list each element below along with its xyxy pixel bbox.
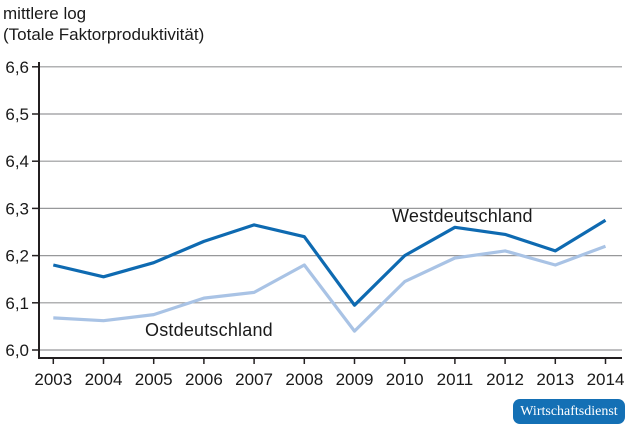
y-tick-label: 6,3	[5, 199, 29, 218]
y-tick-label: 6,0	[5, 341, 29, 360]
chart-title-line2: (Totale Faktorproduktivität)	[3, 25, 205, 44]
x-tick-label: 2008	[285, 370, 323, 389]
x-tick-label: 2003	[34, 370, 72, 389]
x-tick-label: 2004	[85, 370, 123, 389]
y-tick-label: 6,1	[5, 294, 29, 313]
x-tick-label: 2014	[587, 370, 625, 389]
chart-title-line1: mittlere log	[3, 4, 87, 23]
y-tick-label: 6,2	[5, 247, 29, 266]
x-tick-label: 2005	[135, 370, 173, 389]
y-tick-label: 6,5	[5, 105, 29, 124]
y-tick-label: 6,6	[5, 58, 29, 77]
series-label-westdeutschland: Westdeutschland	[392, 206, 533, 226]
x-tick-label: 2012	[486, 370, 524, 389]
x-tick-label: 2006	[185, 370, 223, 389]
wirtschaftsdienst-badge: Wirtschaftsdienst	[513, 399, 625, 424]
chart-title: mittlere log (Totale Faktorproduktivität…	[3, 3, 204, 45]
x-tick-label: 2007	[235, 370, 273, 389]
series-line-westdeutschland	[52, 218, 607, 307]
x-tick-label: 2013	[536, 370, 574, 389]
x-tick-label: 2010	[386, 370, 424, 389]
series-label-ostdeutschland: Ostdeutschland	[145, 320, 273, 340]
x-tick-label: 2009	[336, 370, 374, 389]
x-tick-label: 2011	[437, 370, 474, 389]
series-line-ostdeutschland	[53, 244, 607, 333]
y-tick-label: 6,4	[5, 152, 29, 171]
